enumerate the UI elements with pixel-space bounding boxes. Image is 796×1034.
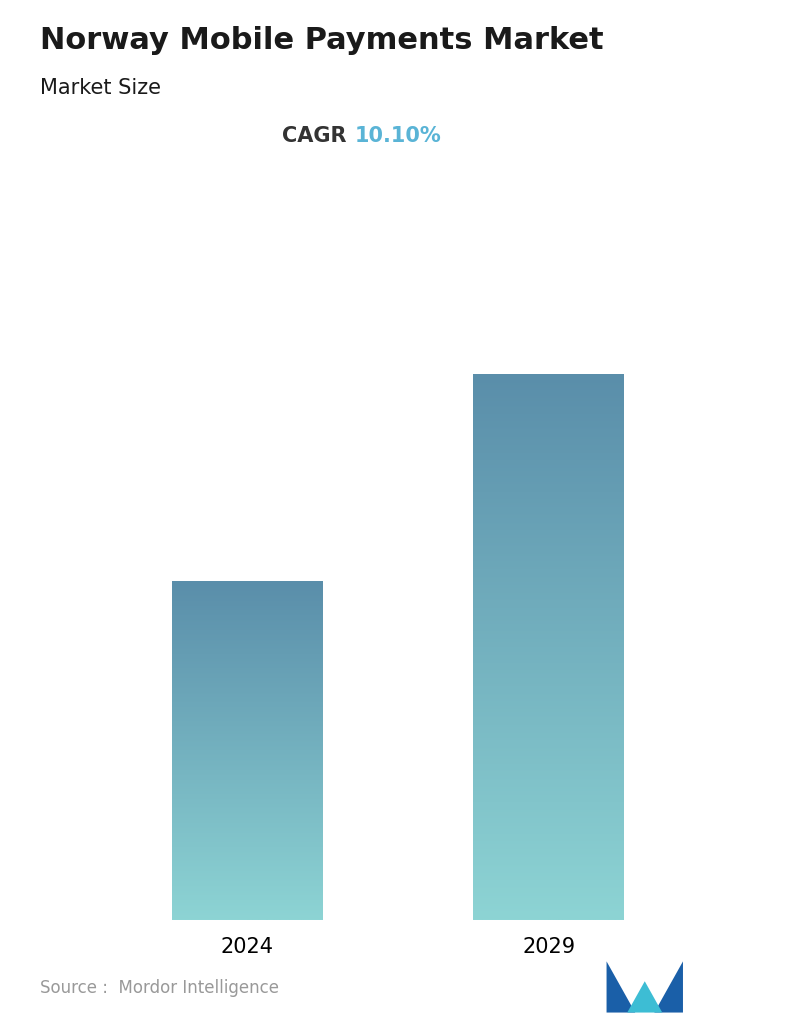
Text: Market Size: Market Size — [40, 78, 161, 97]
Polygon shape — [627, 981, 662, 1012]
Text: 10.10%: 10.10% — [354, 126, 441, 147]
Polygon shape — [607, 962, 635, 1012]
Text: Norway Mobile Payments Market: Norway Mobile Payments Market — [40, 26, 603, 55]
Text: CAGR: CAGR — [282, 126, 346, 147]
Text: Source :  Mordor Intelligence: Source : Mordor Intelligence — [40, 979, 279, 997]
Polygon shape — [654, 962, 683, 1012]
